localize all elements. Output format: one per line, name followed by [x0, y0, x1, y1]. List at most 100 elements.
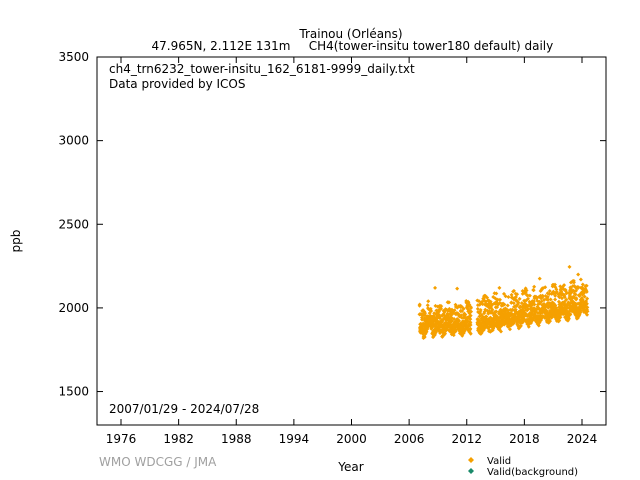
data-point [423, 311, 428, 316]
data-point [507, 327, 512, 332]
data-point [540, 293, 545, 298]
data-point [422, 335, 427, 340]
data-point [578, 277, 583, 282]
data-point [536, 323, 541, 328]
x-tick-label: 2024 [567, 432, 598, 446]
data-point [417, 302, 422, 307]
data-point [517, 296, 522, 301]
y-tick-label: 2500 [58, 217, 89, 231]
data-point [546, 297, 551, 302]
data-point [502, 291, 507, 296]
data-point [571, 280, 576, 285]
legend-marker-valid [468, 457, 474, 463]
data-point [576, 272, 581, 277]
x-tick-label: 2000 [336, 432, 367, 446]
data-point [585, 305, 590, 310]
data-point [509, 292, 514, 297]
x-tick-label: 1994 [279, 432, 310, 446]
data-point [564, 297, 569, 302]
provider-annotation: Data provided by ICOS [109, 77, 245, 91]
data-point [446, 300, 451, 305]
data-point [531, 288, 536, 293]
data-point [463, 312, 468, 317]
data-point [484, 314, 489, 319]
data-point [524, 288, 529, 293]
data-point [469, 309, 474, 314]
data-point [525, 296, 530, 301]
data-point [574, 296, 579, 301]
data-point [439, 306, 444, 311]
data-point [552, 282, 557, 287]
data-point [436, 309, 441, 314]
data-point [574, 288, 579, 293]
data-point [566, 316, 571, 321]
y-tick-label: 2000 [58, 301, 89, 315]
data-point [426, 299, 431, 304]
plot-frame [96, 56, 607, 426]
x-axis-ticks: 1976 1982 1988 1994 2000 2006 2012 2018 2024 [106, 57, 598, 446]
data-point [518, 323, 523, 328]
data-point [437, 316, 442, 321]
data-point [553, 297, 558, 302]
data-point [585, 296, 590, 301]
legend-label-background: Valid(background) [487, 467, 578, 478]
data-point [578, 308, 583, 313]
x-tick-label: 2012 [451, 432, 482, 446]
data-point [511, 288, 516, 293]
data-point [476, 299, 481, 304]
data-point [497, 297, 502, 302]
y-axis-label: ppb [9, 230, 23, 253]
data-point [585, 312, 590, 317]
data-point [425, 303, 430, 308]
y-axis-ticks: 1500 2000 2500 3000 3500 [58, 50, 606, 399]
data-point [485, 295, 490, 300]
credit-text: WMO WDCGG / JMA [99, 455, 217, 469]
legend-marker-background [468, 468, 474, 474]
data-point [451, 333, 456, 338]
data-point [439, 304, 444, 309]
x-tick-label: 1982 [163, 432, 194, 446]
data-point [529, 320, 534, 325]
chart-title: Trainou (Orléans) [298, 27, 402, 41]
data-point [468, 313, 473, 318]
data-point [557, 318, 562, 323]
data-point [457, 318, 462, 323]
data-point [532, 302, 537, 307]
data-point [564, 291, 569, 296]
data-point [506, 295, 511, 300]
data-point [580, 282, 585, 287]
data-point [468, 305, 473, 310]
x-tick-label: 2006 [394, 432, 425, 446]
x-tick-label: 1976 [106, 432, 137, 446]
data-point [515, 292, 520, 297]
data-point [558, 315, 563, 320]
data-point [554, 287, 559, 292]
data-point [537, 276, 542, 281]
y-tick-label: 3500 [58, 50, 89, 64]
legend: Valid Valid(background) [468, 456, 578, 478]
data-point [562, 283, 567, 288]
data-point [495, 297, 500, 302]
x-tick-label: 1988 [221, 432, 252, 446]
data-point [526, 306, 531, 311]
data-point [429, 309, 434, 314]
data-point [547, 289, 552, 294]
data-point [585, 309, 590, 314]
data-point [554, 289, 559, 294]
data-point [498, 329, 503, 334]
data-point [582, 294, 587, 299]
data-point [531, 299, 536, 304]
data-point [516, 300, 521, 305]
data-point [433, 285, 438, 290]
data-point [584, 289, 589, 294]
data-point [548, 319, 553, 324]
x-axis-label: Year [337, 460, 363, 474]
chart-location: 47.965N, 2.112E 131m [152, 39, 291, 53]
data-point [584, 283, 589, 288]
data-point [468, 317, 473, 322]
data-point [468, 320, 473, 325]
y-tick-label: 3000 [58, 134, 89, 148]
data-point [468, 322, 473, 327]
data-point [502, 302, 507, 307]
